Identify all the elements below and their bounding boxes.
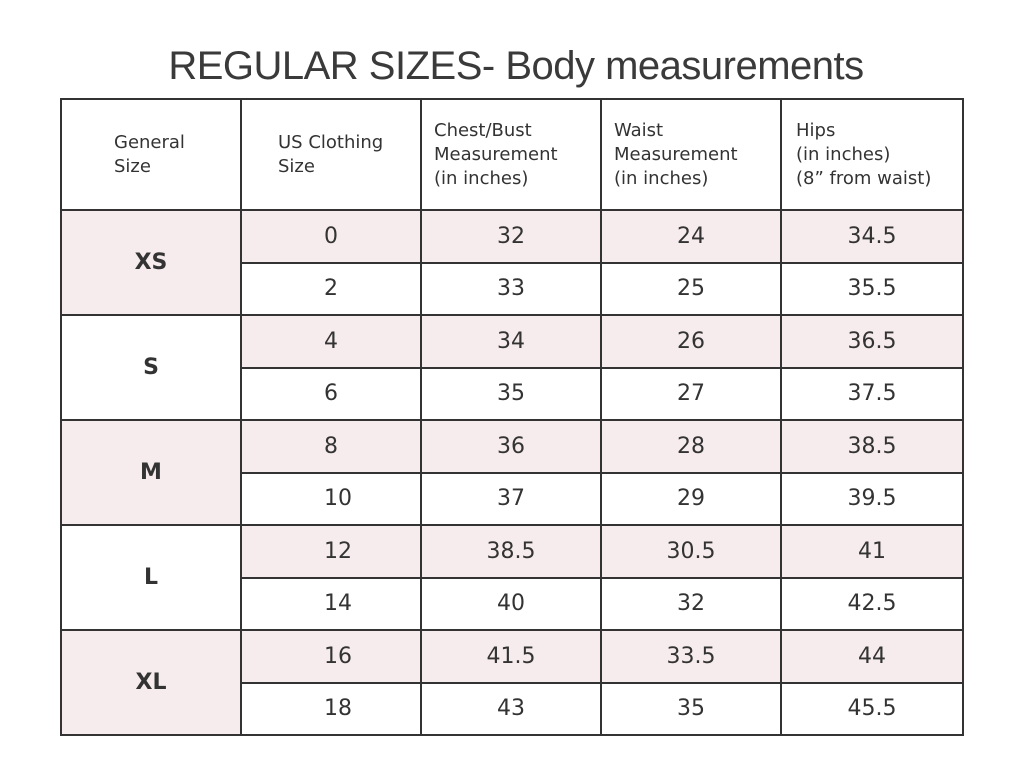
waist-cell: 32 [600,576,782,631]
waist-cell: 30.5 [600,524,782,579]
table-row: XS 0 32 24 34.5 [60,209,964,316]
page-title: REGULAR SIZES- Body measurements [168,44,864,88]
waist-cell: 24 [600,209,782,264]
us-size-cell: 12 [240,524,422,579]
chest-cell: 38.5 [420,524,602,579]
waist-cell: 26 [600,314,782,369]
header-us-clothing-size: US Clothing Size [240,98,422,211]
header-chest-bust: Chest/Bust Measurement (in inches) [420,98,602,211]
chest-cell: 43 [420,681,602,736]
chest-cell: 34 [420,314,602,369]
us-size-cell: 14 [240,576,422,631]
table-row: 2 33 25 35.5 [61,261,964,316]
hips-cell: 35.5 [780,261,964,316]
hips-cell: 45.5 [780,681,964,736]
table-row: 18 43 35 45.5 [61,681,964,736]
waist-cell: 25 [600,261,782,316]
us-size-cell: 4 [240,314,422,369]
hips-cell: 39.5 [780,471,964,526]
hips-cell: 42.5 [780,576,964,631]
us-size-cell: 8 [240,419,422,474]
header-text: General [114,131,185,153]
table-row: L 12 38.5 30.5 41 [60,524,964,631]
general-size-cell: M [60,419,242,526]
us-size-cell: 16 [240,629,422,684]
waist-cell: 29 [600,471,782,526]
us-size-cell: 2 [240,261,422,316]
waist-cell: 27 [600,366,782,421]
chest-cell: 40 [420,576,602,631]
header-general-size: General Size [60,98,242,211]
general-size-cell: XS [60,209,242,316]
header-waist: Waist Measurement (in inches) [600,98,782,211]
hips-cell: 37.5 [780,366,964,421]
table-row: M 8 36 28 38.5 [60,419,964,526]
general-size-cell: S [60,314,242,421]
header-text: Chest/Bust [434,119,532,141]
chest-cell: 33 [420,261,602,316]
header-text: US Clothing [278,131,384,153]
header-text: Size [114,155,151,177]
table-row: 10 37 29 39.5 [61,471,964,526]
chest-cell: 37 [420,471,602,526]
general-size-cell: XL [60,629,242,736]
header-text: Waist [614,119,664,141]
header-row: General Size US Clothing Size Chest/Bust Meas… [60,98,964,211]
table-row: XL 16 41.5 33.5 44 [60,629,964,736]
header-text: (8” from waist) [796,167,932,189]
table-row: 6 35 27 37.5 [61,366,964,421]
header-text: Hips [796,119,836,141]
header-text: (in inches) [434,167,529,189]
chest-cell: 32 [420,209,602,264]
table-row: S 4 34 26 36.5 [60,314,964,421]
hips-cell: 34.5 [780,209,964,264]
table-row: 14 40 32 42.5 [61,576,964,631]
hips-cell: 36.5 [780,314,964,369]
hips-cell: 38.5 [780,419,964,474]
waist-cell: 35 [600,681,782,736]
waist-cell: 33.5 [600,629,782,684]
header-hips: Hips (in inches) (8” from waist) [780,98,964,211]
general-size-cell: L [60,524,242,631]
header-text: (in inches) [614,167,709,189]
us-size-cell: 10 [240,471,422,526]
header-text: Size [278,155,315,177]
waist-cell: 28 [600,419,782,474]
hips-cell: 44 [780,629,964,684]
hips-cell: 41 [780,524,964,579]
chest-cell: 36 [420,419,602,474]
size-chart-table: General Size US Clothing Size Chest/Bust Meas… [60,98,964,736]
chest-cell: 35 [420,366,602,421]
us-size-cell: 0 [240,209,422,264]
chest-cell: 41.5 [420,629,602,684]
header-text: (in inches) [796,143,891,165]
header-text: Measurement [614,143,738,165]
us-size-cell: 6 [240,366,422,421]
header-text: Measurement [434,143,558,165]
us-size-cell: 18 [240,681,422,736]
